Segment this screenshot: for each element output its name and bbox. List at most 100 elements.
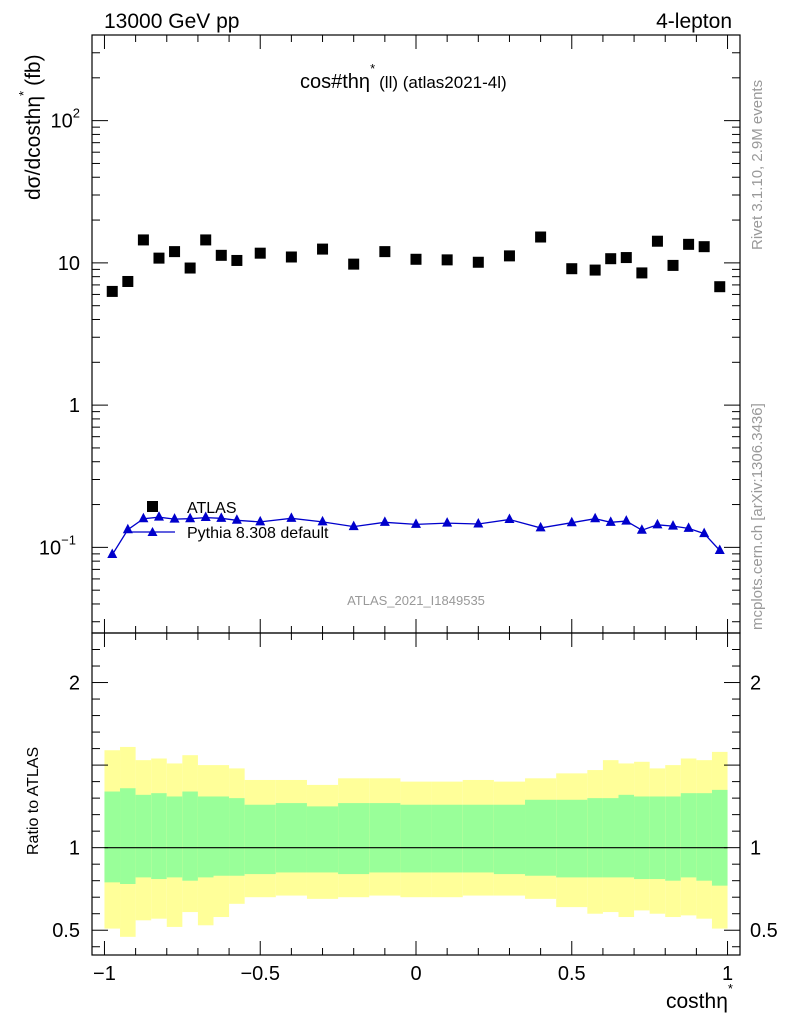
atlas-data-point — [535, 231, 547, 243]
inner-band-bin — [244, 804, 276, 875]
x-tick-label: 0.5 — [558, 963, 586, 985]
legend-atlas-marker — [147, 501, 158, 512]
inner-band-bin — [400, 804, 432, 873]
pythia-data-point — [535, 521, 546, 532]
ratio-y-tick-label-right: 2 — [750, 673, 761, 695]
plot-title: cos#thη*(ll) (atlas2021-4l) — [300, 61, 507, 93]
inner-band-bin — [120, 788, 136, 884]
mcplots-reference: mcplots.cern.ch [arXiv:1306.3436] — [749, 403, 766, 630]
inner-band-bin — [696, 793, 712, 881]
y-tick-label: 102 — [51, 106, 80, 133]
pythia-data-point — [153, 511, 164, 521]
atlas-data-point — [285, 251, 297, 263]
y-tick-label: 1 — [69, 395, 80, 417]
axis-ticks — [92, 34, 740, 955]
inner-band-bin — [104, 791, 121, 883]
ratio-y-tick-label: 0.5 — [52, 920, 80, 942]
inner-band-bin — [182, 791, 198, 881]
atlas-data-point — [169, 246, 181, 258]
inner-band-bin — [525, 799, 557, 876]
pythia-data-point — [411, 518, 421, 528]
pythia-data-point — [504, 513, 515, 523]
atlas-data-point — [200, 234, 212, 246]
pythia-data-point — [169, 513, 180, 523]
x-tick-label: −0.5 — [240, 963, 279, 985]
pythia-data-point — [621, 515, 632, 525]
atlas-data-point — [153, 252, 165, 264]
inner-band-bin — [649, 796, 666, 880]
pythia-data-point — [286, 512, 297, 522]
atlas-data-point — [683, 238, 695, 250]
inner-band-bin — [275, 803, 307, 873]
inner-band-bin — [602, 798, 619, 878]
ratio-y-tick-label: 1 — [69, 838, 80, 860]
pythia-data-point — [442, 517, 453, 527]
atlas-data-point — [503, 250, 515, 262]
inner-band-bin — [338, 803, 370, 875]
atlas-data-point — [254, 247, 266, 259]
ratio-y-tick-label-right: 1 — [750, 838, 761, 860]
inner-band-bin — [213, 796, 230, 876]
atlas-data-point — [184, 262, 196, 274]
atlas-data-point — [379, 246, 391, 258]
pythia-data-point — [216, 512, 227, 522]
atlas-data-point — [231, 254, 243, 266]
inner-band-bin — [166, 796, 183, 878]
pythia-data-point — [255, 515, 266, 526]
inner-band-bin — [587, 798, 603, 878]
x-tick-label: 1 — [722, 963, 733, 985]
pythia-data-point — [185, 512, 196, 523]
legend-atlas-label: ATLAS — [187, 500, 237, 517]
inner-band-bin — [711, 789, 728, 886]
atlas-data-point — [137, 234, 149, 246]
x-tick-label: −1 — [93, 963, 116, 985]
header-energy: 13000 GeV pp — [104, 10, 239, 33]
atlas-data-point — [348, 258, 360, 270]
inner-band-bin — [680, 793, 697, 878]
analysis-watermark: ATLAS_2021_I1849535 — [347, 593, 485, 608]
pythia-data-point — [317, 515, 328, 526]
atlas-data-point — [589, 264, 601, 276]
pythia-data-point — [566, 516, 577, 527]
legend: ATLAS Pythia 8.308 default — [130, 500, 329, 542]
inner-band-bin — [151, 793, 167, 880]
atlas-data-point — [566, 263, 578, 275]
pythia-data-point — [605, 516, 616, 526]
pythia-data-point — [348, 520, 359, 531]
inner-band-bin — [306, 806, 339, 873]
pythia-data-point — [107, 548, 118, 559]
atlas-data-point — [714, 281, 726, 293]
pythia-data-point — [122, 523, 133, 534]
inner-band-bin — [197, 796, 214, 878]
atlas-data-point — [106, 285, 118, 297]
inner-band-bin — [634, 796, 650, 880]
y-tick-label: 10−1 — [39, 532, 76, 559]
pythia-data-point — [668, 520, 679, 530]
ratio-y-tick-label: 2 — [69, 673, 80, 695]
ratio-y-tick-label-right: 0.5 — [750, 920, 778, 942]
y-tick-label: 10 — [58, 253, 80, 275]
atlas-data-point — [651, 235, 663, 247]
data-markers — [106, 231, 726, 559]
pythia-data-point — [231, 514, 242, 524]
inner-band-bin — [618, 794, 635, 878]
atlas-data-point — [636, 267, 648, 279]
atlas-data-point — [620, 252, 632, 264]
pythia-data-point — [636, 524, 647, 534]
inner-band-bin — [665, 796, 681, 881]
pythia-data-point — [683, 522, 694, 532]
atlas-data-point — [317, 243, 329, 255]
ratio-uncertainty-bands — [104, 746, 728, 937]
inner-band-bin — [493, 804, 526, 875]
rivet-version: Rivet 3.1.10, 2.9M events — [749, 80, 766, 250]
main-frame — [91, 34, 741, 634]
inner-band-bin — [369, 803, 401, 873]
inner-band-bin — [431, 804, 463, 873]
header-process: 4-lepton — [656, 10, 732, 33]
pythia-data-point — [714, 544, 725, 555]
pythia-data-point — [138, 512, 149, 523]
pythia-data-point — [473, 517, 484, 528]
inner-band-bin — [462, 804, 494, 873]
atlas-data-point — [410, 253, 422, 265]
legend-pythia-marker — [147, 527, 158, 536]
